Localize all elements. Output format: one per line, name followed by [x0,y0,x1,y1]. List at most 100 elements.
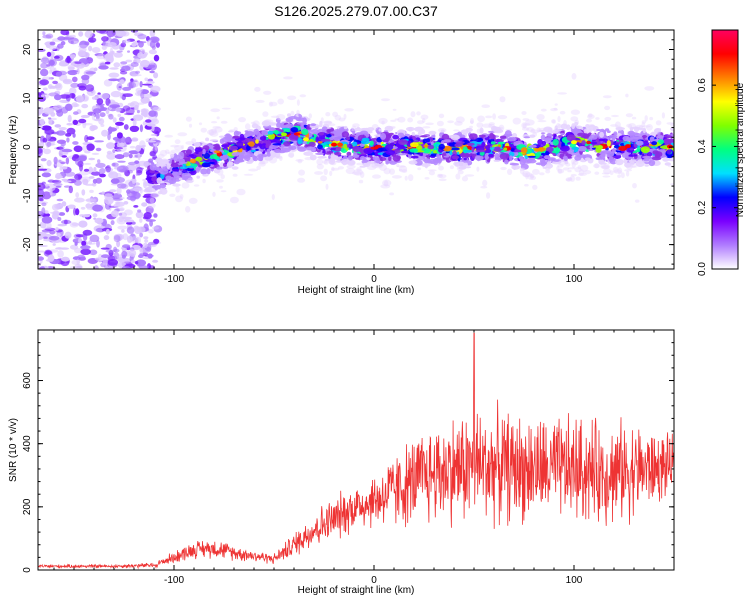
spectral-blob [266,148,271,155]
spectral-blob [571,147,580,151]
noise-blob [61,151,68,155]
spectral-blob [360,130,368,135]
noise-blob [134,261,139,265]
spectral-blob [552,138,559,146]
spectral-blob [583,170,592,175]
spectral-blob [565,162,571,167]
noise-blob [80,114,90,119]
noise-blob [123,112,135,116]
noise-blob [135,144,142,152]
spectral-blob [301,128,309,136]
noise-blob [108,113,114,120]
spectral-blob [356,126,360,130]
spectral-blob [296,109,300,115]
noise-blob [107,259,119,266]
spectral-blob [224,159,229,163]
spectral-blob [410,111,416,118]
spectral-blob [334,151,342,156]
spectral-blob [330,131,336,134]
spectral-blob [625,113,634,118]
spectral-blob [308,141,316,148]
noise-blob [107,132,111,141]
spectral-blob [580,164,589,172]
noise-blob [92,213,98,218]
spectral-blob [536,114,545,121]
noise-blob [127,81,137,89]
spectral-blob [661,112,666,119]
noise-blob [123,201,129,205]
spectral-blob [489,132,495,140]
spectral-blob [263,90,272,95]
spectral-blob [645,124,653,131]
noise-blob [103,196,114,205]
spectral-blob [281,147,291,153]
spectral-blob [529,129,540,134]
noise-blob [133,205,139,208]
spectral-blob [600,163,610,170]
noise-blob [143,93,153,99]
spectral-blob [254,86,261,92]
spectral-blob [161,158,168,165]
noise-blob [129,125,140,132]
spectral-blob [541,132,545,135]
spectral-blob [349,160,355,165]
noise-blob [72,119,79,125]
spectral-blob [498,124,505,132]
spectral-blob [315,152,325,155]
spectral-blob [455,116,465,123]
spectral-blob [575,176,581,181]
spectral-blob [181,145,185,150]
spectral-blob [369,140,374,146]
noise-blob [123,124,129,130]
noise-blob [121,65,131,72]
noise-blob [73,111,79,115]
noise-blob [74,241,78,246]
noise-blob [73,207,77,216]
noise-blob [74,197,85,203]
noise-blob [145,205,154,214]
colorbar: 0.0 0.2 0.4 0.6 Normalized spectral amplitu… [697,29,746,276]
spectral-blob [466,142,475,146]
spectral-blob [482,179,488,187]
noise-blob [103,79,113,87]
spectral-blob [560,123,568,130]
noise-blob [62,78,73,85]
noise-blob [113,62,121,68]
spectral-blob [543,138,551,142]
spectral-blob [322,149,326,156]
noise-blob [134,104,139,111]
spectral-blob [422,153,426,160]
noise-blob [70,40,74,44]
noise-blob [75,192,80,198]
spectral-blob [606,130,611,133]
spectral-blob [525,119,535,126]
noise-blob [89,125,96,132]
spectral-blob [644,164,649,167]
snr-y-axis-label: SNR (10 * v/v) [8,418,19,482]
noise-blob [64,231,72,239]
spectral-blob [253,128,259,135]
spectral-blob [169,153,175,158]
spectral-blob [343,125,348,130]
spectral-blob [258,162,266,167]
noise-blob [99,112,106,118]
spectral-blob [366,149,375,153]
noise-blob [139,59,150,68]
spectral-blob [397,116,406,123]
spectral-blob [226,161,233,169]
spectral-blob [527,159,537,164]
spectral-blob [297,137,303,145]
spectral-blob [154,145,158,151]
spectral-blob [225,133,231,137]
spectral-blob [212,126,221,129]
spectral-blob [272,143,282,146]
noise-blob [121,216,133,220]
spectral-blob [188,197,198,204]
noise-blob [152,259,159,263]
noise-blob [129,80,138,83]
spectral-blob [217,168,224,176]
spectral-blob [626,123,632,128]
spectral-blob [391,175,402,179]
spectral-blob [524,123,531,126]
